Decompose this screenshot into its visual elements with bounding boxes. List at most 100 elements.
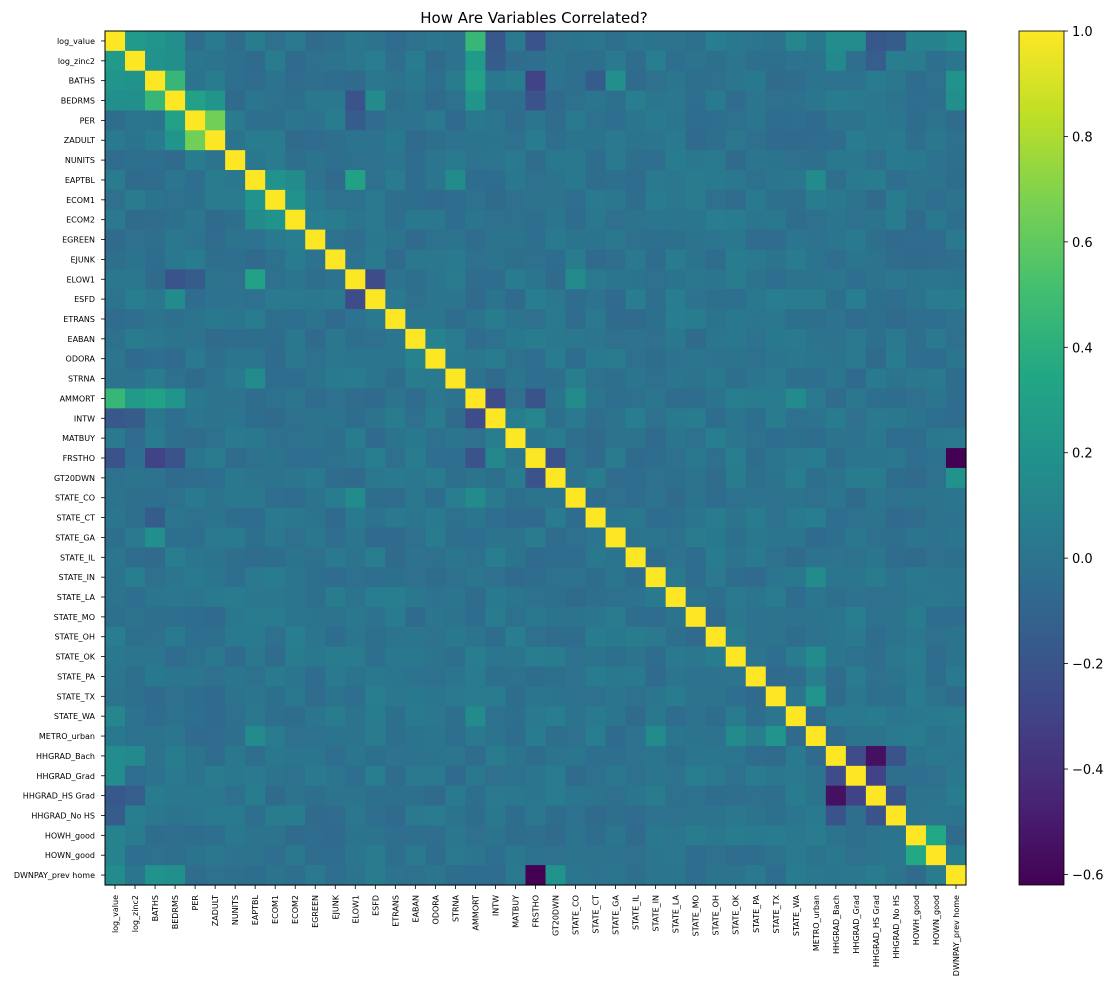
heatmap-cell	[845, 527, 867, 548]
heatmap-cell	[185, 209, 206, 231]
heatmap-cell	[285, 666, 306, 687]
heatmap-cell	[325, 865, 346, 886]
heatmap-cell	[245, 388, 266, 409]
heatmap-cell	[585, 745, 607, 767]
heatmap-cell	[625, 606, 647, 628]
heatmap-cell	[325, 845, 346, 866]
row-label: log_zinc2	[58, 57, 95, 66]
heatmap-cell	[505, 765, 527, 787]
heatmap-cell	[705, 90, 727, 112]
heatmap-cell	[465, 229, 487, 251]
colorbar-tick-label: 0.8	[1072, 130, 1093, 145]
heatmap-cell	[225, 70, 246, 92]
heatmap-cell	[325, 487, 346, 509]
heatmap-cell	[565, 31, 587, 52]
heatmap-cell	[305, 845, 326, 866]
heatmap-cell	[305, 428, 326, 449]
heatmap-cell	[565, 328, 587, 350]
heatmap-cell	[165, 70, 186, 92]
heatmap-cell	[825, 448, 847, 469]
heatmap-cell	[945, 110, 967, 131]
heatmap-cell	[945, 428, 967, 449]
heatmap-cell	[805, 567, 827, 588]
heatmap-cell	[705, 785, 727, 807]
heatmap-cell	[565, 666, 587, 687]
heatmap-cell	[465, 745, 487, 767]
heatmap-cell	[365, 805, 386, 827]
column-label: HOWN_good	[932, 895, 941, 945]
row-label: ZADULT	[64, 136, 95, 145]
heatmap-cell	[885, 428, 907, 449]
heatmap-cell	[765, 368, 787, 390]
heatmap-cell	[105, 487, 126, 509]
heatmap-cell	[205, 527, 226, 548]
heatmap-cell	[945, 70, 967, 92]
heatmap-cell	[165, 50, 186, 72]
heatmap-cell	[905, 726, 927, 747]
heatmap-cell	[905, 289, 927, 310]
heatmap-cell	[905, 527, 927, 548]
heatmap-cell	[585, 726, 607, 747]
heatmap-cell	[385, 189, 406, 211]
heatmap-cell	[345, 289, 366, 310]
heatmap-cell	[945, 31, 967, 52]
heatmap-cell	[545, 726, 567, 747]
heatmap-cell	[545, 269, 567, 290]
heatmap-cell	[845, 428, 867, 449]
heatmap-cell	[825, 269, 847, 290]
heatmap-cell	[505, 726, 527, 747]
column-label: FRSTHO	[532, 895, 541, 927]
heatmap-cell	[205, 209, 226, 231]
heatmap-cell	[385, 467, 406, 489]
heatmap-cell	[945, 150, 967, 171]
heatmap-cell	[545, 527, 567, 548]
heatmap-cell	[925, 646, 947, 668]
heatmap-cell	[245, 229, 266, 251]
heatmap-cell	[365, 646, 386, 668]
heatmap-cell	[765, 70, 787, 92]
heatmap-cell	[625, 805, 647, 827]
heatmap-cell	[845, 825, 867, 846]
heatmap-cell	[665, 547, 687, 568]
heatmap-cell	[745, 309, 767, 330]
heatmap-cell	[245, 865, 266, 886]
heatmap-cell	[845, 467, 867, 489]
heatmap-cell	[525, 50, 547, 72]
heatmap-cell	[445, 70, 467, 92]
heatmap-cell	[665, 408, 687, 429]
row-label: NUNITS	[65, 156, 95, 165]
heatmap-cell	[725, 507, 747, 529]
heatmap-cell	[165, 328, 186, 350]
heatmap-cell	[245, 805, 266, 827]
heatmap-cell	[605, 269, 627, 290]
heatmap-cell	[685, 467, 707, 489]
heatmap-cell	[265, 309, 286, 330]
heatmap-cell	[145, 587, 166, 608]
heatmap-cell	[205, 289, 226, 310]
heatmap-cell	[205, 328, 226, 350]
heatmap-cell	[325, 547, 346, 568]
heatmap-cell	[105, 666, 126, 687]
heatmap-cell	[825, 666, 847, 687]
heatmap-cell	[305, 805, 326, 827]
heatmap-cell	[325, 31, 346, 52]
heatmap-cell	[345, 785, 366, 807]
heatmap-cell	[525, 507, 547, 529]
heatmap-cell	[385, 50, 406, 72]
heatmap-cell	[325, 626, 346, 648]
heatmap-cell	[905, 547, 927, 568]
heatmap-cell	[545, 805, 567, 827]
heatmap-cell	[845, 189, 867, 211]
heatmap-cell	[565, 487, 587, 509]
heatmap-cell	[405, 289, 426, 310]
heatmap-cell	[725, 170, 747, 191]
heatmap-cell	[445, 467, 467, 489]
heatmap-cell	[765, 467, 787, 489]
heatmap-cell	[865, 865, 887, 886]
heatmap-cell	[145, 189, 166, 211]
heatmap-cell	[145, 507, 166, 529]
heatmap-cell	[585, 368, 607, 390]
heatmap-cell	[485, 229, 507, 251]
heatmap-cell	[365, 845, 386, 866]
heatmap-cell	[485, 70, 507, 92]
